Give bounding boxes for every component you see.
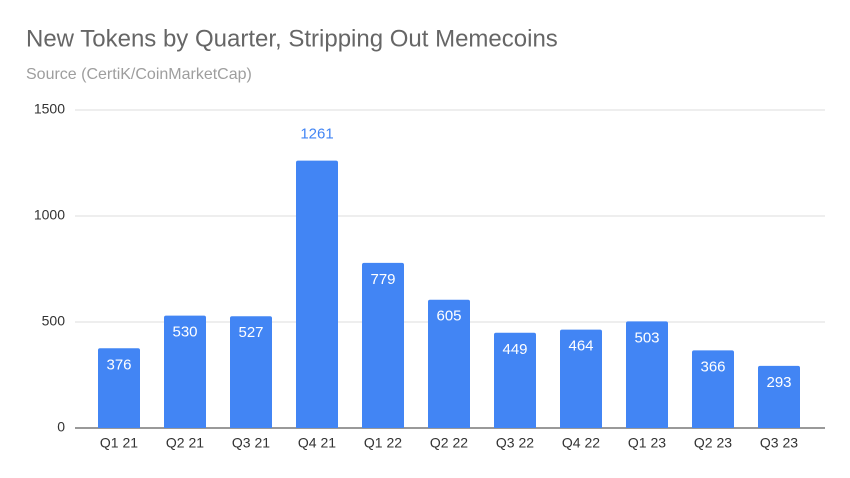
y-tick-label: 1500 (34, 101, 65, 117)
bar (560, 329, 602, 428)
bar (692, 350, 734, 428)
x-tick-label: Q1 22 (364, 435, 402, 451)
data-label: 293 (766, 374, 791, 391)
chart-subtitle: Source (CertiK/CoinMarketCap) (26, 66, 252, 83)
x-tick-label: Q4 21 (298, 435, 336, 451)
bar (758, 365, 800, 428)
x-tick-label: Q2 23 (694, 435, 732, 451)
data-label: 376 (106, 356, 131, 373)
x-tick-label: Q3 21 (232, 435, 270, 451)
x-tick-label: Q4 22 (562, 435, 600, 451)
bar (164, 315, 206, 428)
x-tick-label: Q1 21 (100, 435, 138, 451)
data-label: 503 (634, 329, 659, 346)
chart-title: New Tokens by Quarter, Stripping Out Mem… (26, 25, 558, 52)
bar (98, 348, 140, 428)
data-label: 449 (502, 341, 527, 358)
data-label: 530 (172, 324, 197, 341)
x-tick-label: Q3 23 (760, 435, 798, 451)
data-label: 464 (568, 338, 593, 355)
bar (494, 332, 536, 428)
y-tick-label: 1000 (34, 207, 65, 223)
x-tick-label: Q2 22 (430, 435, 468, 451)
x-tick-label: Q3 22 (496, 435, 534, 451)
y-tick-label: 0 (57, 419, 65, 435)
data-label: 605 (436, 308, 461, 325)
bar (362, 262, 404, 428)
x-tick-label: Q2 21 (166, 435, 204, 451)
data-label: 1261 (300, 126, 333, 143)
bar (428, 299, 470, 428)
data-label: 366 (700, 358, 725, 375)
bar (626, 321, 668, 428)
bar (230, 316, 272, 428)
x-tick-label: Q1 23 (628, 435, 666, 451)
data-label: 527 (238, 324, 263, 341)
y-tick-label: 500 (42, 313, 66, 329)
data-label: 779 (370, 271, 395, 288)
bar (296, 160, 338, 428)
